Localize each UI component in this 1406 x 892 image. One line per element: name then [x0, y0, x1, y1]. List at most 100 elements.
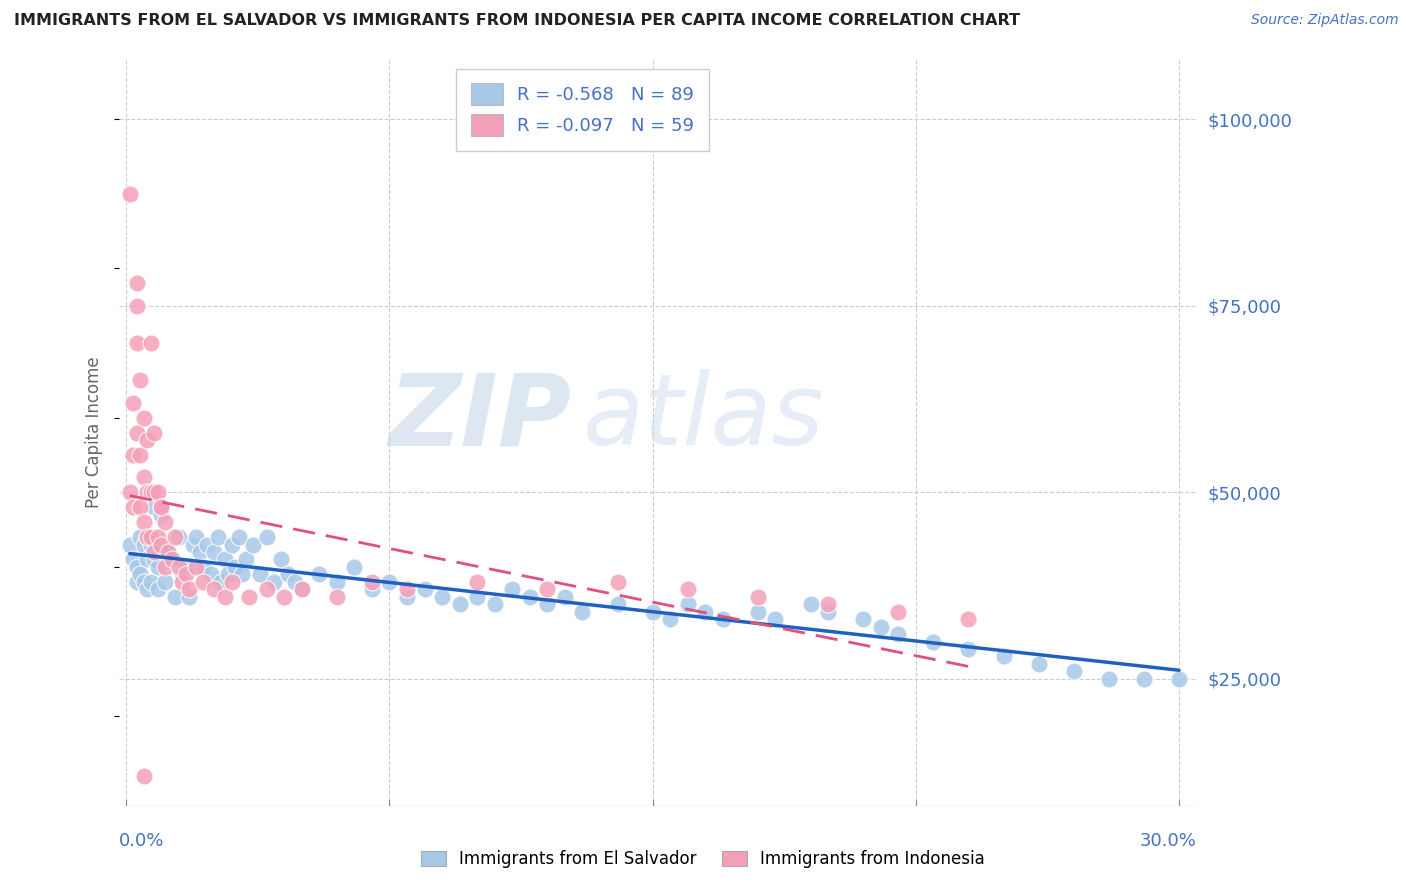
Point: [143, 485, 166, 500]
Point: [747, 590, 769, 604]
Point: [129, 530, 152, 544]
Point: [143, 425, 166, 440]
Point: [395, 590, 418, 604]
Point: [326, 590, 349, 604]
Legend: Immigrants from El Salvador, Immigrants from Indonesia: Immigrants from El Salvador, Immigrants …: [415, 844, 991, 875]
Point: [465, 590, 488, 604]
Point: [179, 582, 201, 597]
Point: [993, 649, 1015, 664]
Point: [146, 485, 169, 500]
Point: [202, 545, 225, 559]
Point: [343, 560, 366, 574]
Point: [235, 552, 257, 566]
Point: [122, 396, 145, 410]
Point: [449, 597, 471, 611]
Point: [214, 552, 236, 566]
Point: [118, 485, 141, 500]
Point: [193, 574, 215, 589]
Point: [174, 567, 197, 582]
Point: [1063, 665, 1085, 679]
Point: [181, 537, 204, 551]
Point: [150, 537, 173, 551]
Text: 0.0%: 0.0%: [120, 832, 165, 850]
Text: 30.0%: 30.0%: [1140, 832, 1197, 850]
Point: [536, 582, 558, 597]
Text: atlas: atlas: [582, 369, 824, 467]
Point: [167, 530, 190, 544]
Point: [711, 612, 734, 626]
Point: [554, 590, 576, 604]
Point: [139, 537, 162, 551]
Text: IMMIGRANTS FROM EL SALVADOR VS IMMIGRANTS FROM INDONESIA PER CAPITA INCOME CORRE: IMMIGRANTS FROM EL SALVADOR VS IMMIGRANT…: [14, 13, 1021, 29]
Point: [132, 574, 155, 589]
Point: [136, 552, 159, 566]
Point: [214, 590, 236, 604]
Point: [136, 582, 159, 597]
Point: [957, 642, 980, 657]
Point: [143, 552, 166, 566]
Point: [143, 500, 166, 515]
Point: [1098, 672, 1121, 686]
Point: [174, 560, 197, 574]
Point: [1168, 672, 1191, 686]
Point: [308, 567, 330, 582]
Point: [186, 530, 208, 544]
Point: [150, 500, 173, 515]
Point: [136, 433, 159, 447]
Point: [122, 552, 145, 566]
Point: [922, 634, 945, 648]
Point: [129, 373, 152, 387]
Point: [887, 627, 910, 641]
Point: [238, 590, 260, 604]
Point: [536, 597, 558, 611]
Point: [221, 537, 243, 551]
Point: [136, 530, 159, 544]
Point: [395, 582, 418, 597]
Point: [125, 425, 148, 440]
Point: [202, 582, 225, 597]
Point: [186, 560, 208, 574]
Point: [172, 574, 194, 589]
Point: [270, 552, 292, 566]
Point: [153, 515, 176, 529]
Point: [1028, 657, 1050, 671]
Point: [136, 530, 159, 544]
Point: [153, 560, 176, 574]
Point: [957, 612, 980, 626]
Point: [606, 574, 628, 589]
Text: ZIP: ZIP: [388, 369, 572, 467]
Point: [852, 612, 875, 626]
Point: [207, 530, 229, 544]
Point: [153, 545, 176, 559]
Point: [221, 574, 243, 589]
Point: [256, 582, 278, 597]
Point: [273, 590, 295, 604]
Point: [132, 515, 155, 529]
Point: [125, 336, 148, 351]
Point: [118, 537, 141, 551]
Point: [430, 590, 453, 604]
Point: [150, 500, 173, 515]
Point: [465, 574, 488, 589]
Point: [129, 567, 152, 582]
Point: [291, 582, 314, 597]
Point: [125, 299, 148, 313]
Point: [167, 560, 190, 574]
Point: [146, 560, 169, 574]
Point: [143, 545, 166, 559]
Point: [695, 605, 717, 619]
Point: [150, 537, 173, 551]
Point: [361, 582, 384, 597]
Point: [160, 552, 183, 566]
Text: Source: ZipAtlas.com: Source: ZipAtlas.com: [1251, 13, 1399, 28]
Legend: R = -0.568   N = 89, R = -0.097   N = 59: R = -0.568 N = 89, R = -0.097 N = 59: [456, 69, 709, 151]
Point: [869, 619, 891, 633]
Point: [242, 537, 264, 551]
Point: [765, 612, 787, 626]
Point: [129, 448, 152, 462]
Point: [641, 605, 664, 619]
Point: [150, 508, 173, 522]
Point: [146, 530, 169, 544]
Point: [165, 530, 187, 544]
Point: [291, 582, 314, 597]
